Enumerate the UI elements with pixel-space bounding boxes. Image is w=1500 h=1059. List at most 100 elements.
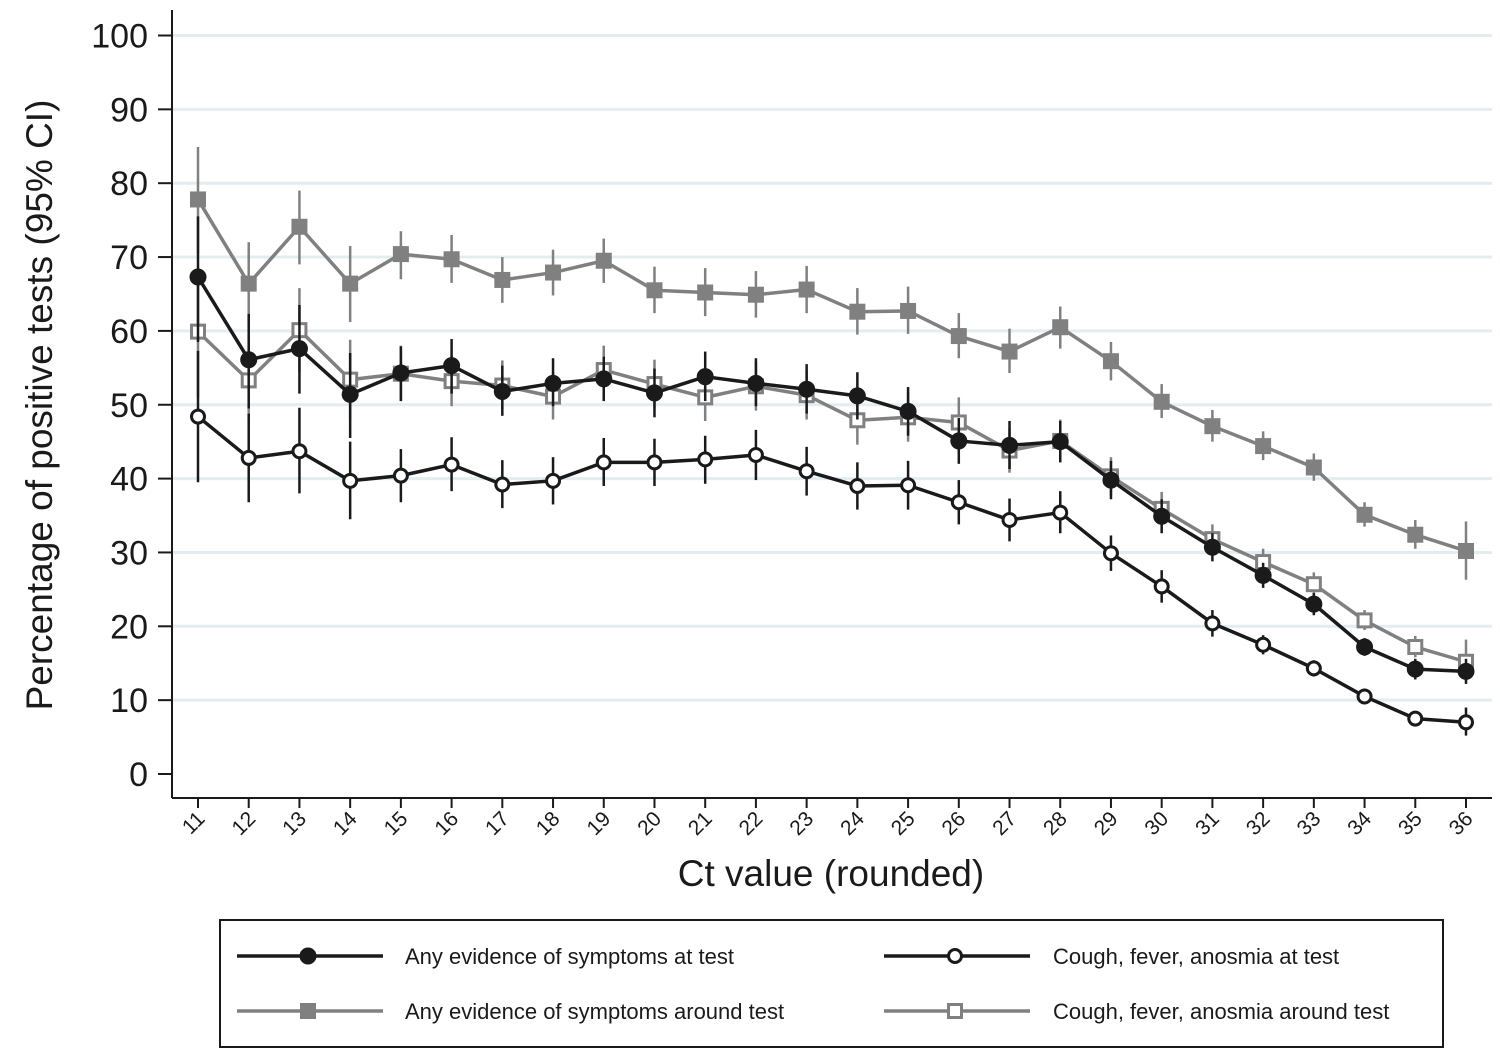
x-tick-label: 13 <box>278 807 311 840</box>
x-tick-label: 23 <box>785 807 818 840</box>
data-point <box>1102 471 1120 489</box>
y-tick-label: 90 <box>110 91 148 129</box>
data-point <box>545 472 562 489</box>
data-point <box>291 218 308 235</box>
data-point <box>190 408 206 425</box>
legend-label: Any evidence of symptoms at test <box>405 944 734 969</box>
x-tick-label: 12 <box>227 807 260 840</box>
data-point <box>1407 710 1424 727</box>
data-point <box>798 281 815 298</box>
y-tick-label: 100 <box>91 18 148 56</box>
data-point <box>291 443 308 460</box>
x-tick-label: 25 <box>887 807 920 840</box>
data-point <box>950 328 967 345</box>
y-tick-label: 70 <box>110 239 148 277</box>
data-point <box>342 275 359 292</box>
legend: Any evidence of symptoms at test Cough, f… <box>219 919 1444 1048</box>
x-tick-label: 11 <box>178 807 210 839</box>
series-line <box>196 276 1467 674</box>
x-tick-label: 29 <box>1090 807 1123 840</box>
legend-item: Cough, fever, anosmia around test <box>884 999 1389 1024</box>
data-point <box>1406 660 1424 678</box>
x-tick-label: 19 <box>583 807 616 840</box>
data-point <box>849 303 866 320</box>
series-line <box>196 198 1467 553</box>
data-point <box>1356 506 1373 523</box>
data-point <box>1001 436 1019 454</box>
y-tick-label: 60 <box>110 313 148 351</box>
axes: 0 10 20 30 40 50 60 70 80 90 100 11 12 13 14 15 16 17 18 19… <box>91 10 1492 840</box>
x-tick-label: 22 <box>735 807 768 840</box>
x-tick-label: 27 <box>988 807 1021 840</box>
data-point <box>1001 511 1018 528</box>
legend-marker <box>300 1003 316 1019</box>
data-point <box>392 467 409 484</box>
legend-box <box>219 919 1444 1048</box>
x-tick-label: 15 <box>380 807 413 840</box>
data-point <box>493 382 511 400</box>
data-point <box>697 451 714 468</box>
data-point <box>1305 595 1323 613</box>
data-point <box>1255 438 1272 455</box>
x-tick-label: 30 <box>1140 807 1173 840</box>
legend-label: Any evidence of symptoms around test <box>405 999 784 1024</box>
x-tick-label: 36 <box>1445 807 1478 840</box>
x-tick-label: 32 <box>1242 807 1275 840</box>
legend-marker <box>947 948 963 964</box>
data-point <box>646 282 663 299</box>
data-point <box>1102 545 1119 562</box>
data-point <box>1001 343 1018 360</box>
y-tick-label: 80 <box>110 165 148 203</box>
data-point <box>1458 714 1474 731</box>
data-point <box>1305 459 1322 476</box>
data-point <box>341 385 359 403</box>
series-group <box>189 147 1475 736</box>
data-point <box>1356 688 1373 705</box>
legend-item: Any evidence of symptoms at test <box>237 944 734 969</box>
data-point <box>900 302 917 319</box>
x-tick-label: 21 <box>684 807 717 840</box>
x-axis-title: Ct value (rounded) <box>678 853 984 894</box>
data-point <box>645 384 663 402</box>
x-tick-label: 17 <box>481 807 514 840</box>
series-2 <box>190 147 1474 580</box>
data-point <box>1305 576 1322 593</box>
data-point <box>747 446 764 463</box>
data-point <box>950 432 968 450</box>
data-point <box>1204 615 1221 632</box>
series-line <box>196 328 1467 664</box>
data-point <box>1458 542 1474 559</box>
data-point <box>1203 538 1221 556</box>
data-point <box>1407 526 1424 543</box>
data-point <box>1204 418 1221 435</box>
data-point <box>900 477 917 494</box>
data-point <box>1052 319 1069 336</box>
series-line <box>196 415 1467 725</box>
data-point <box>342 472 359 489</box>
y-tick-label: 0 <box>129 756 148 794</box>
legend-marker <box>299 947 317 965</box>
data-point <box>1153 507 1171 525</box>
data-point <box>443 251 460 268</box>
data-point <box>392 364 410 382</box>
data-point <box>240 275 257 292</box>
data-point <box>1407 638 1424 655</box>
data-point <box>646 454 663 471</box>
data-point <box>798 463 815 480</box>
data-point <box>240 351 258 369</box>
y-tick-label: 10 <box>110 682 148 720</box>
data-point <box>1051 433 1069 451</box>
y-tick-label: 20 <box>110 608 148 646</box>
x-tick-label: 26 <box>938 807 971 840</box>
x-tick-label: 28 <box>1039 807 1072 840</box>
data-point <box>190 191 206 208</box>
data-point <box>494 271 511 288</box>
series-1 <box>190 350 1474 736</box>
data-point <box>1102 353 1119 370</box>
data-point <box>392 246 409 263</box>
data-point <box>443 456 460 473</box>
data-point <box>545 264 562 281</box>
data-point <box>697 284 714 301</box>
y-tick-label: 30 <box>110 534 148 572</box>
x-tick-label: 35 <box>1394 807 1427 840</box>
